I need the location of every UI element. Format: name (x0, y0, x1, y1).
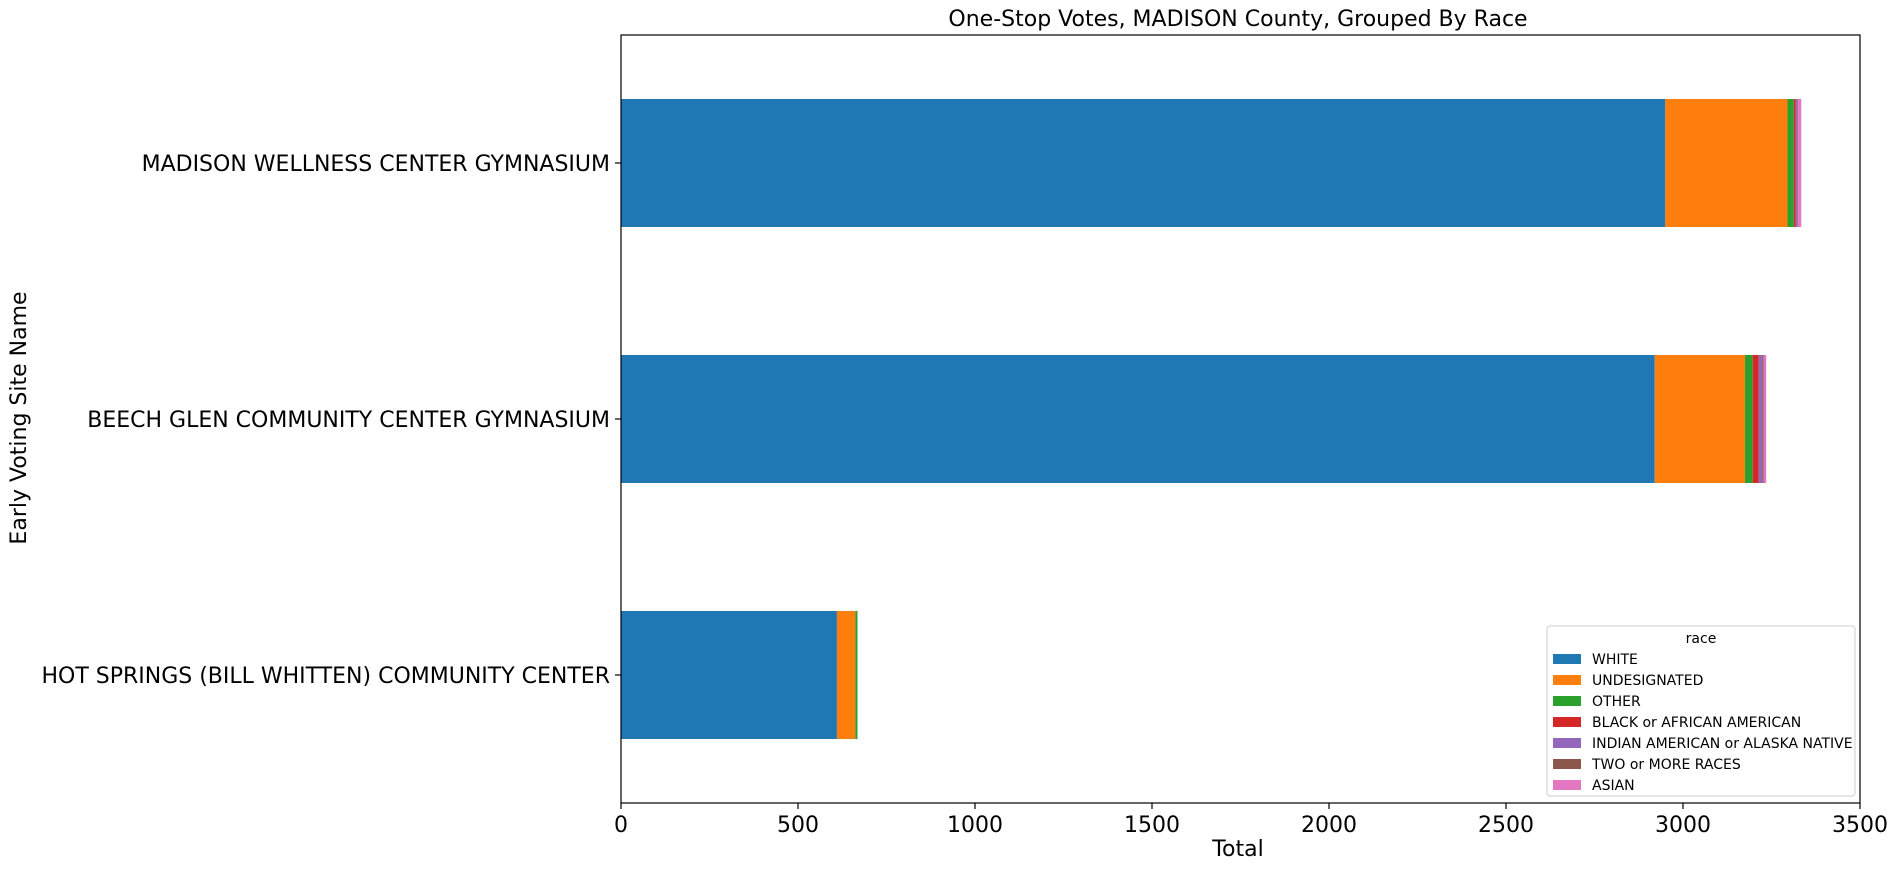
bar-two-or-more-races-madison-wellness-center-gymnasium (1796, 99, 1798, 227)
legend-title: race (1686, 631, 1717, 647)
legend-label-white: WHITE (1592, 652, 1638, 668)
legend-swatch-indian-american-or-alaska-native (1553, 738, 1581, 748)
bar-indian-american-or-alaska-native-madison-wellness-center-gymnasium (1795, 99, 1797, 227)
y-axis-label: Early Voting Site Name (7, 291, 32, 544)
x-tick-label: 2000 (1301, 813, 1357, 838)
bar-two-or-more-races-beech-glen-community-center-gymnasium (1762, 355, 1764, 483)
x-tick-label: 1000 (947, 813, 1003, 838)
legend-box (1546, 625, 1856, 797)
legend-swatch-two-or-more-races (1553, 759, 1581, 769)
legend-swatch-undesignated (1553, 675, 1581, 685)
legend-label-asian: ASIAN (1592, 778, 1635, 794)
bar-other-madison-wellness-center-gymnasium (1787, 99, 1794, 227)
bar-undesignated-beech-glen-community-center-gymnasium (1654, 355, 1745, 483)
y-axis-ticks: MADISON WELLNESS CENTER GYMNASIUM BEECH G… (41, 152, 621, 689)
y-tick-label: MADISON WELLNESS CENTER GYMNASIUM (142, 152, 610, 177)
legend-label-indian-american-or-alaska-native: INDIAN AMERICAN or ALASKA NATIVE (1592, 736, 1853, 752)
x-tick-label: 1500 (1124, 813, 1180, 838)
legend-label-undesignated: UNDESIGNATED (1592, 673, 1703, 689)
bar-black-or-african-american-madison-wellness-center-gymnasium (1793, 99, 1796, 227)
legend-swatch-white (1553, 654, 1581, 664)
bar-indian-american-or-alaska-native-beech-glen-community-center-gymnasium (1758, 355, 1763, 483)
legend-swatch-other (1553, 696, 1581, 706)
bar-other-hot-springs-bill-whitten-community-center (855, 611, 858, 739)
x-tick-label: 500 (777, 813, 819, 838)
x-tick-label: 3000 (1655, 813, 1711, 838)
legend: race WHITE UNDESIGNATED OTHER BLACK or AFRI… (1546, 625, 1856, 797)
y-tick-label: BEECH GLEN COMMUNITY CENTER GYMNASIUM (87, 408, 610, 433)
y-tick-label: HOT SPRINGS (BILL WHITTEN) COMMUNITY CEN… (41, 664, 610, 689)
bar-white-madison-wellness-center-gymnasium (621, 99, 1666, 227)
chart-title: One-Stop Votes, MADISON County, Grouped … (948, 7, 1527, 32)
x-axis-ticks: 0 500 1000 1500 2000 2500 3000 3500 (614, 803, 1888, 838)
bar-asian-madison-wellness-center-gymnasium (1797, 99, 1802, 227)
x-tick-label: 0 (614, 813, 628, 838)
legend-label-black-or-african-american: BLACK or AFRICAN AMERICAN (1592, 715, 1801, 731)
bar-undesignated-madison-wellness-center-gymnasium (1665, 99, 1788, 227)
bar-white-beech-glen-community-center-gymnasium (621, 355, 1655, 483)
bar-asian-beech-glen-community-center-gymnasium (1763, 355, 1767, 483)
bar-white-hot-springs-bill-whitten-community-center (621, 611, 837, 739)
legend-swatch-asian (1553, 780, 1581, 790)
x-axis-label: Total (1211, 837, 1263, 862)
legend-label-other: OTHER (1592, 694, 1641, 710)
bar-undesignated-hot-springs-bill-whitten-community-center (836, 611, 856, 739)
bars-group (621, 99, 1802, 739)
legend-items: WHITE UNDESIGNATED OTHER BLACK or AFRICAN A… (1553, 652, 1853, 794)
legend-label-two-or-more-races: TWO or MORE RACES (1591, 757, 1741, 773)
bar-other-beech-glen-community-center-gymnasium (1744, 355, 1753, 483)
x-tick-label: 2500 (1478, 813, 1534, 838)
x-tick-label: 3500 (1832, 813, 1888, 838)
bar-black-or-african-american-beech-glen-community-center-gymnasium (1752, 355, 1759, 483)
legend-swatch-black-or-african-american (1553, 717, 1581, 727)
